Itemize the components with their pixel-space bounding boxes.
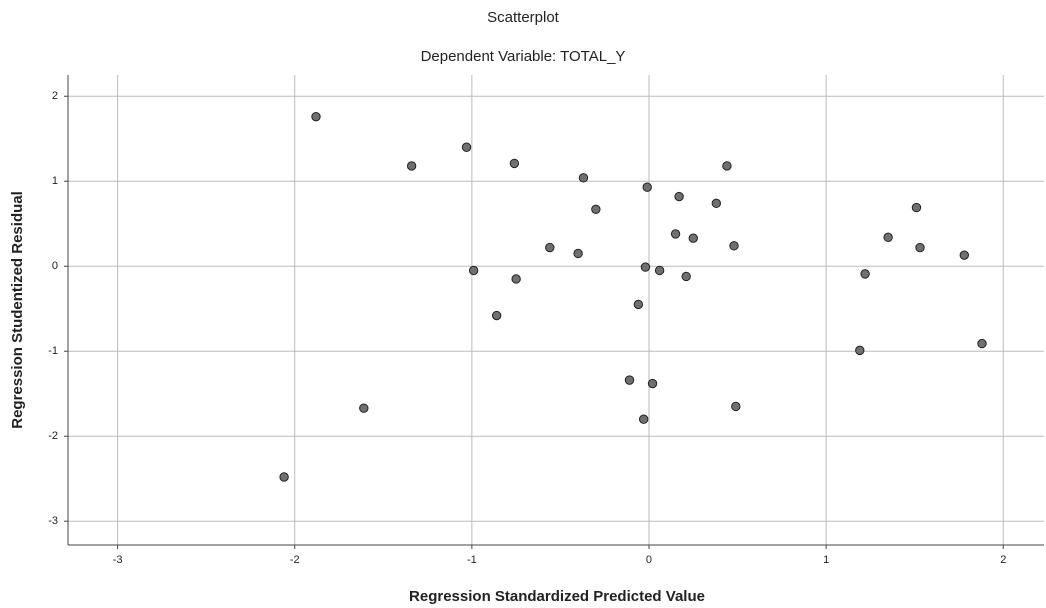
point [591,204,601,214]
point [461,142,472,152]
y-tick-label: -2 [48,430,58,442]
chart-title: Scatterplot [487,9,560,26]
point [545,242,555,253]
point [638,414,649,424]
point [911,202,922,213]
point [959,250,969,260]
point [578,173,589,183]
point [279,472,289,482]
point [573,248,583,259]
point [509,158,520,169]
point [511,274,521,284]
y-tick-label: 1 [52,175,58,187]
point [883,232,893,243]
x-axis-title: Regression Standardized Predicted Value [409,588,705,605]
point [633,299,644,310]
point [722,161,732,171]
point [647,378,658,389]
point [491,310,502,321]
x-tick-label: 1 [823,554,829,566]
point [624,375,635,385]
y-axis-title: Regression Studentized Residual [9,191,26,429]
point [468,265,479,276]
point [670,229,681,239]
point [860,269,870,279]
point [640,262,651,272]
point [359,403,369,413]
y-tick-label: -1 [48,345,58,357]
x-tick-label: 0 [646,554,652,566]
y-tick-label: 2 [52,90,58,102]
point [977,338,987,349]
y-tick-label: 0 [52,260,58,272]
point [406,161,417,171]
point [674,191,684,202]
x-tick-label: -3 [113,554,123,566]
x-tick-label: -2 [290,554,300,566]
x-tick-label: 2 [1000,554,1006,566]
point [729,241,739,251]
point [642,182,652,192]
chart-subtitle: Dependent Variable: TOTAL_Y [421,48,626,65]
point [688,233,698,243]
x-tick-label: -1 [467,554,477,566]
point [731,401,741,412]
point [711,198,722,209]
point [654,265,665,276]
point [855,345,865,356]
point [311,111,321,122]
point [915,242,925,253]
y-tick-label: -3 [48,515,58,527]
point [681,271,691,282]
